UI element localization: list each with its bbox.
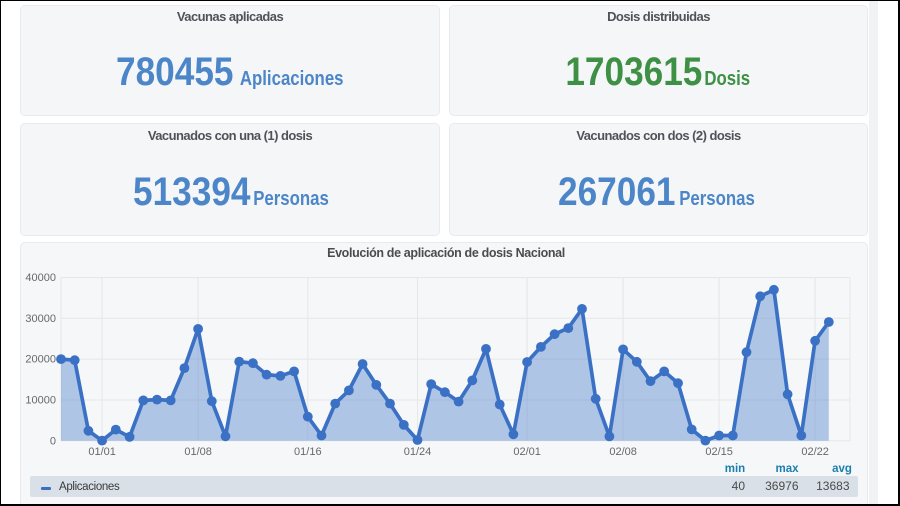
svg-text:30000: 30000 [25,313,56,325]
svg-text:10000: 10000 [25,395,56,407]
svg-text:01/16: 01/16 [294,446,322,458]
svg-text:20000: 20000 [25,354,56,366]
svg-text:02/01: 02/01 [513,446,541,458]
svg-text:02/15: 02/15 [705,446,733,458]
svg-text:01/08: 01/08 [184,446,212,458]
svg-text:02/08: 02/08 [609,446,637,458]
svg-text:01/01: 01/01 [88,446,116,458]
svg-text:0: 0 [50,435,56,447]
svg-text:01/24: 01/24 [404,446,432,458]
svg-text:02/22: 02/22 [801,446,829,458]
svg-text:40000: 40000 [25,272,56,284]
